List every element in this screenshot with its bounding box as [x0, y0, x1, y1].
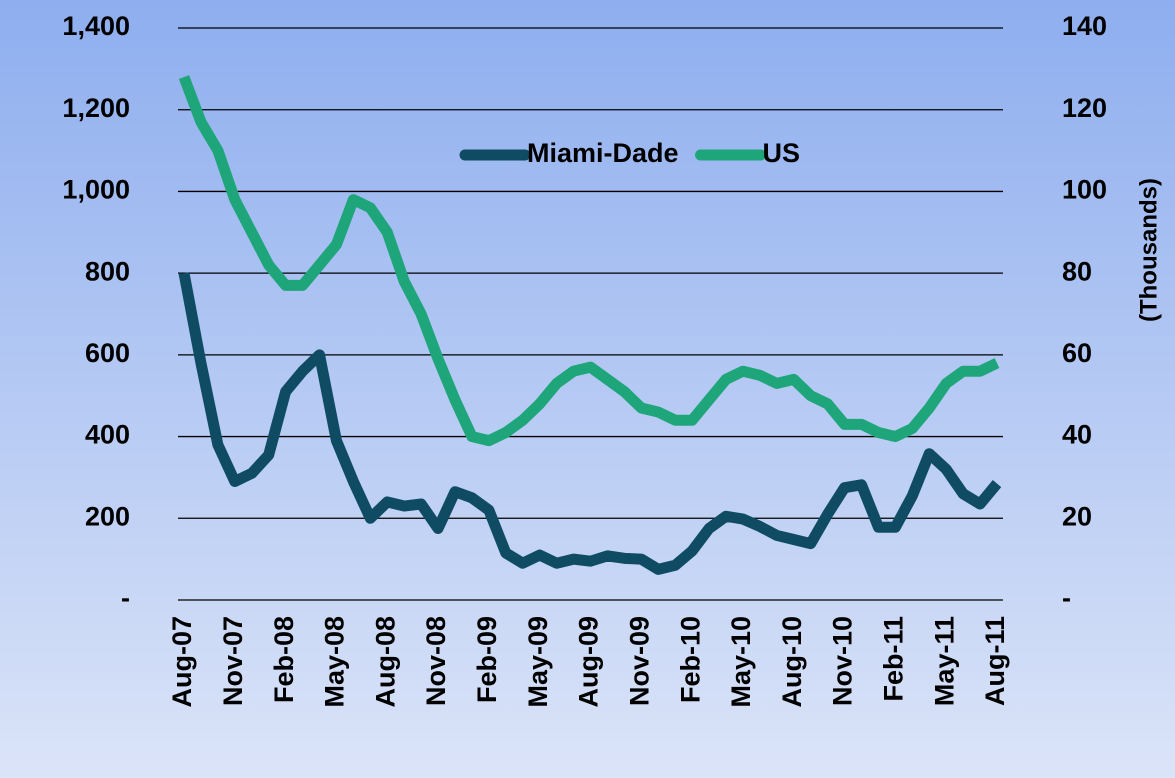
y2-tick-label: 100: [1062, 175, 1107, 205]
y-tick-label: 1,400: [62, 11, 130, 41]
x-tick-label: May-11: [929, 616, 959, 706]
x-tick-label: May-08: [320, 616, 350, 708]
legend-label: US: [763, 138, 801, 168]
legend-label: Miami-Dade: [527, 138, 679, 168]
y2-tick-label: 60: [1062, 338, 1092, 368]
x-tick-label: Feb-09: [472, 616, 502, 703]
x-tick-label: Aug-08: [370, 616, 400, 708]
series-line: [178, 272, 1002, 575]
series-line: [178, 75, 1000, 447]
y2-tick-label: 80: [1062, 256, 1092, 286]
x-tick-label: Aug-10: [777, 616, 807, 708]
y-tick-label: 200: [85, 501, 130, 531]
x-tick-label: May-10: [726, 616, 756, 708]
x-tick-label: Aug-07: [167, 616, 197, 708]
y2-axis-label: (Thousands): [1135, 178, 1162, 322]
x-tick-label: Nov-09: [624, 616, 654, 706]
y-tick-label: 600: [85, 338, 130, 368]
y-tick-label: 400: [85, 420, 130, 450]
x-tick-label: Feb-08: [269, 616, 299, 703]
x-tick-label: Feb-10: [675, 616, 705, 703]
y2-tick-label: -: [1062, 583, 1071, 613]
y-tick-label: 1,200: [62, 93, 130, 123]
y2-tick-label: 120: [1062, 93, 1107, 123]
y-tick-label: -: [121, 583, 130, 613]
x-tick-label: Nov-08: [421, 616, 451, 706]
x-tick-label: Feb-11: [879, 616, 909, 702]
x-tick-label: Nov-10: [828, 616, 858, 706]
x-tick-label: May-09: [523, 616, 553, 708]
y-tick-label: 800: [85, 256, 130, 286]
x-tick-label: Aug-11: [980, 616, 1010, 706]
y2-tick-label: 140: [1062, 11, 1107, 41]
y2-tick-label: 20: [1062, 501, 1092, 531]
x-tick-label: Nov-07: [218, 616, 248, 706]
y-tick-label: 1,000: [62, 175, 130, 205]
y2-tick-label: 40: [1062, 420, 1092, 450]
x-tick-label: Aug-09: [574, 616, 604, 708]
